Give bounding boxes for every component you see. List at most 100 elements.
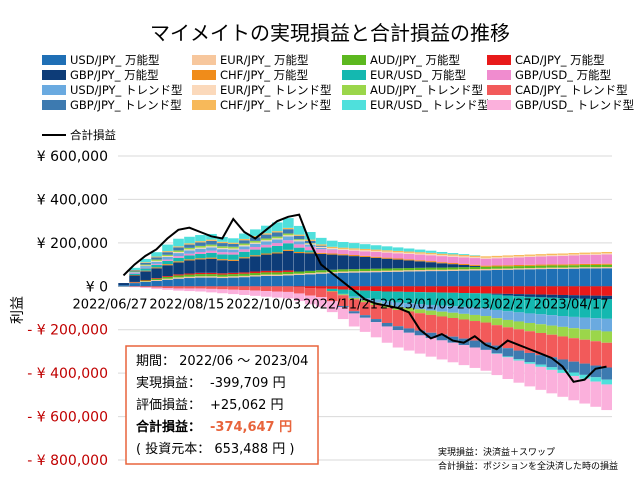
bar-segment: [392, 309, 404, 327]
bar-segment: [162, 256, 173, 260]
x-tick-label: 2023/02/27: [457, 297, 532, 312]
bar-segment: [217, 248, 228, 250]
legend-label: GBP/JPY_ トレンド型: [70, 98, 182, 112]
bar-segment: [458, 254, 470, 256]
bar-segment: [414, 260, 426, 262]
summary-period: 期間： 2022/06 〜 2023/04: [136, 354, 308, 369]
bar-segment: [546, 294, 558, 298]
bar-segment: [535, 254, 547, 256]
bar-segment: [414, 252, 426, 254]
bar-segment: [579, 252, 591, 254]
bar-segment: [414, 271, 426, 287]
bar-segment: [546, 267, 558, 269]
bar-segment: [326, 286, 338, 289]
bar-segment: [140, 262, 151, 265]
bar-segment: [546, 253, 558, 256]
bar-segment: [601, 268, 612, 287]
bar-segment: [206, 258, 217, 273]
bar-segment: [140, 287, 151, 289]
bar-segment: [458, 255, 470, 257]
bar-segment: [348, 250, 360, 256]
bar-segment: [447, 312, 459, 318]
bar-segment: [502, 327, 514, 349]
bar-segment: [337, 255, 349, 270]
bar-segment: [425, 267, 437, 270]
bar-segment: [293, 251, 305, 254]
bar-segment: [315, 245, 327, 247]
y-tick-label: - ¥ 400,000: [27, 366, 108, 382]
bar-segment: [524, 255, 536, 257]
bar-segment: [502, 295, 514, 312]
bar-segment: [359, 271, 371, 273]
bar-segment: [337, 295, 349, 307]
bar-segment: [590, 318, 602, 331]
bar-segment: [403, 286, 415, 292]
bar-segment: [480, 266, 492, 269]
bar-segment: [381, 322, 393, 327]
bar-segment: [546, 369, 558, 394]
legend-label: GBP/USD_ 万能型: [515, 68, 611, 82]
bar-segment: [469, 314, 481, 322]
bar-segment: [282, 275, 294, 287]
bar-segment: [590, 295, 602, 300]
bar-segment: [513, 257, 525, 266]
bar-segment: [162, 251, 173, 253]
bar-segment: [392, 253, 404, 259]
bar-segment: [513, 359, 525, 361]
bar-segment: [140, 268, 151, 271]
bar-segment: [129, 270, 140, 271]
bar-segment: [568, 372, 580, 376]
bar-segment: [403, 291, 415, 304]
bar-segment: [250, 286, 261, 291]
bar-segment: [348, 311, 360, 314]
bar-segment: [436, 255, 448, 257]
bar-segment: [601, 379, 612, 385]
legend-label: EUR/JPY_ 万能型: [220, 53, 309, 67]
bar-segment: [282, 236, 294, 241]
bar-segment: [315, 246, 327, 248]
bar-segment: [458, 267, 470, 270]
bar-segment: [469, 264, 481, 266]
bar-segment: [403, 271, 415, 287]
bar-segment: [184, 249, 195, 251]
bar-segment: [304, 250, 316, 253]
bar-segment: [403, 259, 415, 261]
bar-segment: [326, 248, 338, 250]
bar-segment: [601, 254, 612, 264]
bar-segment: [217, 289, 228, 294]
bar-segment: [535, 297, 547, 315]
bar-segment: [425, 250, 437, 253]
bar-segment: [524, 265, 536, 269]
y-tick-label: ¥ 600,000: [37, 149, 108, 165]
bar-segment: [129, 286, 140, 288]
bar-segment: [590, 265, 602, 268]
bar-segment: [458, 269, 470, 271]
bar-segment: [513, 269, 525, 287]
bar-segment: [173, 286, 184, 289]
bar-segment: [590, 253, 602, 255]
bar-segment: [173, 274, 184, 276]
bar-segment: [403, 332, 415, 351]
bar-segment: [271, 245, 283, 253]
bar-segment: [590, 381, 602, 407]
bar-segment: [513, 294, 525, 297]
legend-swatch: [342, 85, 366, 95]
bar-segment: [151, 286, 162, 288]
bar-segment: [436, 267, 448, 270]
bar-segment: [337, 248, 349, 251]
bar-segment: [414, 335, 426, 354]
bar-segment: [162, 279, 173, 287]
bar-segment: [326, 301, 338, 313]
bar-segment: [579, 363, 591, 375]
bar-segment: [414, 249, 426, 253]
bar-segment: [206, 274, 217, 277]
bar-segment: [524, 268, 536, 270]
bar-segment: [436, 316, 448, 335]
bar-segment: [173, 278, 184, 287]
bar-segment: [250, 275, 261, 277]
bar-segment: [590, 341, 602, 366]
bar-segment: [414, 267, 426, 270]
bar-segment: [228, 259, 239, 261]
bar-segment: [195, 288, 206, 292]
bar-segment: [293, 293, 305, 302]
